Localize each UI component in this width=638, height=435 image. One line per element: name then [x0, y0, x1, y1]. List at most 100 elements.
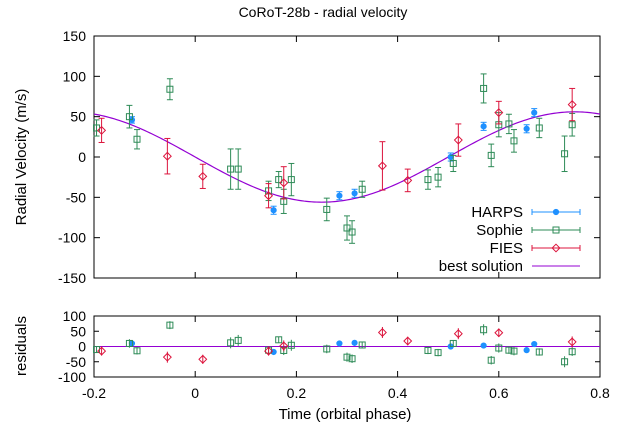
- sophie-point: [358, 185, 366, 193]
- x-tick-label: 0.8: [590, 385, 610, 401]
- harps-residual-point: [480, 342, 487, 349]
- legend-marker: [551, 243, 561, 253]
- fies-point: [198, 171, 208, 181]
- y-tick-label: -50: [66, 189, 86, 205]
- sophie-point: [487, 151, 495, 159]
- harps-residual-point: [531, 340, 538, 348]
- legend-marker: [552, 226, 560, 234]
- sophie-residual-point: [487, 356, 495, 364]
- legend-marker: [552, 208, 560, 216]
- harps-point: [270, 207, 277, 214]
- data-layer: [93, 73, 577, 368]
- fies-residual-point: [377, 327, 387, 337]
- sophie-residual-point: [343, 353, 351, 361]
- sophie-residual-point: [495, 344, 503, 352]
- fies-point: [494, 108, 504, 118]
- fies-residual-point: [198, 354, 208, 364]
- harps-point: [351, 190, 358, 197]
- best-solution-curve: [93, 111, 601, 203]
- harps-point: [480, 123, 487, 130]
- sophie-point: [561, 150, 569, 158]
- sophie-point: [234, 165, 242, 173]
- sophie-residual-point: [133, 347, 141, 355]
- harps-residual-point: [351, 339, 358, 346]
- fies-point: [567, 100, 577, 110]
- sophie-residual-point: [510, 347, 518, 355]
- sophie-point: [434, 173, 442, 181]
- y-tick-label: 0: [78, 149, 86, 165]
- sophie-point: [568, 121, 576, 129]
- y-tick-label: 150: [63, 28, 87, 44]
- x-tick-label: 0.6: [489, 385, 509, 401]
- sophie-point: [343, 224, 351, 232]
- sophie-residual-point: [348, 355, 356, 363]
- fies-residual-point: [403, 336, 413, 346]
- sophie-residual-point: [166, 321, 174, 329]
- sophie-residual-point: [323, 345, 331, 353]
- harps-point: [523, 125, 530, 132]
- model-layer: [93, 111, 601, 347]
- fies-residual-point: [494, 328, 504, 338]
- legend-label: best solution: [439, 258, 523, 275]
- sophie-point: [535, 124, 543, 132]
- y-tick-label: -100: [58, 230, 86, 246]
- sophie-residual-point: [535, 348, 543, 356]
- sophie-residual-point: [568, 348, 576, 356]
- sophie-residual-point: [505, 346, 513, 354]
- residual-tick-label: -50: [66, 354, 86, 370]
- sophie-residual-point: [480, 326, 488, 334]
- fies-residual-point: [453, 329, 463, 339]
- sophie-point: [125, 113, 133, 121]
- sophie-point: [166, 85, 174, 93]
- harps-point: [336, 192, 343, 199]
- residual-tick-label: 0: [78, 339, 86, 355]
- fies-residual-point: [279, 341, 289, 351]
- residual-tick-label: 50: [70, 323, 86, 339]
- sophie-point: [510, 137, 518, 145]
- fies-residual-point: [264, 346, 274, 356]
- y-axis-label: Radial Velocity (m/s): [13, 89, 30, 226]
- sophie-point: [348, 228, 356, 236]
- x-tick-label: 0: [191, 385, 199, 401]
- residual-tick-label: -100: [58, 369, 86, 385]
- x-tick-label: 0.2: [287, 385, 307, 401]
- sophie-point: [424, 176, 432, 184]
- fies-point: [162, 151, 172, 161]
- sophie-point: [480, 84, 488, 92]
- sophie-residual-point: [424, 346, 432, 354]
- legend-label: Sophie: [476, 222, 523, 239]
- y-tick-label: -150: [58, 270, 86, 286]
- legend-label: FIES: [490, 240, 523, 257]
- sophie-point: [133, 135, 141, 143]
- sophie-residual-point: [275, 336, 283, 344]
- harps-point: [531, 109, 538, 116]
- sophie-residual-point: [358, 341, 366, 349]
- y-tick-label: 100: [63, 68, 87, 84]
- sophie-point: [287, 176, 295, 184]
- x-tick-label: 0.4: [388, 385, 408, 401]
- fies-residual-point: [97, 346, 107, 356]
- fies-point: [403, 175, 413, 185]
- x-tick-label: -0.2: [82, 385, 106, 401]
- sophie-residual-point: [434, 349, 442, 357]
- sophie-point: [227, 165, 235, 173]
- sophie-point: [449, 159, 457, 167]
- harps-residual-point: [336, 340, 343, 347]
- sophie-point: [275, 176, 283, 184]
- sophie-residual-point: [449, 339, 457, 347]
- legend-label: HARPS: [471, 204, 523, 221]
- sophie-point: [505, 120, 513, 128]
- axes-ticks: -0.2 0 0.2 0.4 0.6 0.8-150-100-50050100150-10…: [58, 28, 610, 401]
- residual-tick-label: 100: [63, 308, 87, 324]
- x-axis-label: Time (orbital phase): [279, 406, 412, 423]
- sophie-residual-point: [561, 358, 569, 366]
- harps-residual-point: [523, 347, 530, 354]
- fies-point: [453, 135, 463, 145]
- fies-point: [97, 125, 107, 135]
- chart-title: CoRoT-28b - radial velocity: [239, 4, 408, 20]
- sophie-residual-point: [234, 336, 242, 344]
- y-tick-label: 50: [70, 109, 86, 125]
- sophie-residual-point: [227, 339, 235, 347]
